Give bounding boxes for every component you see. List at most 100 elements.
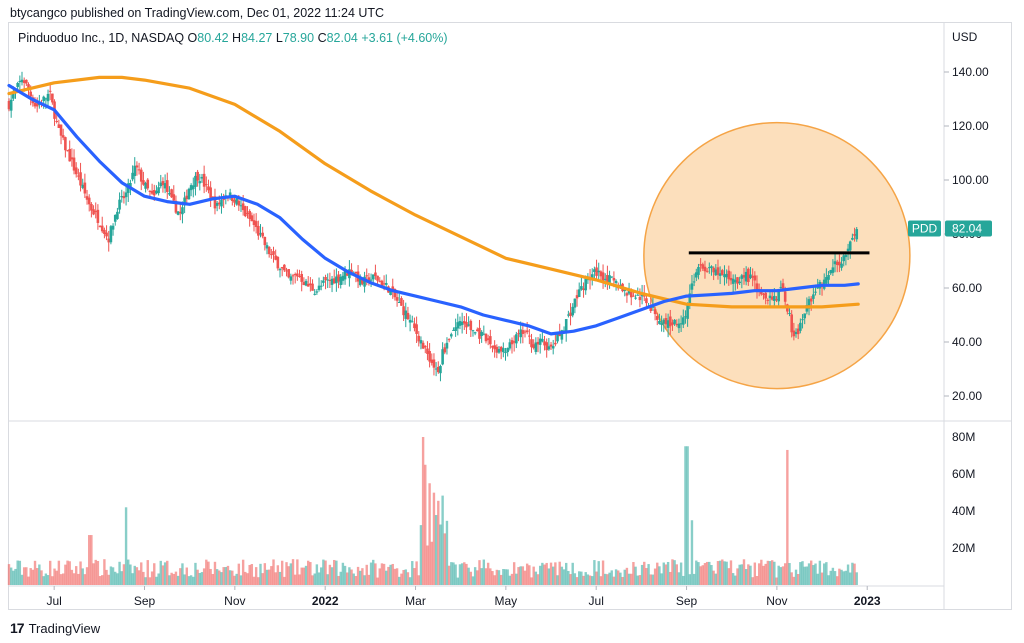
candle-body xyxy=(447,339,451,341)
volume-bar xyxy=(211,573,215,585)
moving-averages xyxy=(7,75,860,336)
volume-bar xyxy=(406,572,410,585)
candle-body xyxy=(391,286,395,290)
volume-bar xyxy=(222,567,225,585)
symbol-badge xyxy=(908,220,941,237)
volume-tick-label: 60M xyxy=(952,467,975,481)
volume-bar xyxy=(192,576,195,585)
volume-tick-label: 20M xyxy=(952,541,975,555)
volume-bar xyxy=(198,572,201,585)
candle-body xyxy=(213,196,217,209)
volume-bar xyxy=(163,562,167,585)
candle-body xyxy=(421,342,425,349)
candle-body xyxy=(853,234,856,236)
volume-bar xyxy=(714,573,718,585)
candle-body xyxy=(749,274,752,279)
candle-body xyxy=(337,274,340,282)
volume-bar xyxy=(760,559,763,585)
candle-body xyxy=(72,157,76,171)
volume-bar xyxy=(341,562,345,585)
candle-body xyxy=(241,203,245,211)
candle-body xyxy=(250,215,254,222)
candle-body xyxy=(259,233,262,235)
highlight-circle-layer xyxy=(643,121,911,390)
volume-bar xyxy=(736,568,739,585)
volume-bar xyxy=(183,574,186,585)
close-label: C xyxy=(317,31,327,45)
volume-bar xyxy=(708,561,711,585)
candle-body xyxy=(812,294,815,299)
candle-body xyxy=(545,342,548,351)
candle-body xyxy=(751,276,754,278)
volume-bar xyxy=(124,507,128,585)
candle-body xyxy=(753,275,757,281)
volume-bar xyxy=(424,464,427,585)
candle-body xyxy=(246,212,249,214)
volume-bar xyxy=(46,575,50,585)
candle-body xyxy=(70,157,74,160)
volume-bar xyxy=(398,576,401,585)
volume-bar xyxy=(376,577,379,585)
volume-bar xyxy=(543,564,546,585)
candle-body xyxy=(844,254,848,258)
candle-body xyxy=(525,330,529,333)
volume-bar xyxy=(142,571,145,585)
volume-tick-label: 80M xyxy=(952,430,975,444)
high-label: H xyxy=(232,31,242,45)
volume-bar xyxy=(606,574,609,585)
volume-bar xyxy=(471,576,475,585)
volume-bar xyxy=(320,567,323,585)
candle-body xyxy=(434,368,438,370)
candle-body xyxy=(419,340,423,344)
candle-body xyxy=(740,275,744,279)
candle-body xyxy=(116,211,119,219)
volume-bar xyxy=(29,568,32,585)
volume-bar xyxy=(549,562,553,585)
volume-bar xyxy=(116,573,119,585)
candle-body xyxy=(369,279,373,281)
volume-bar xyxy=(354,576,358,585)
tradingview-footer[interactable]: 17 TradingView xyxy=(10,620,100,636)
volume-bar xyxy=(150,571,154,585)
candle-body xyxy=(103,229,106,234)
volume-bar xyxy=(753,562,757,585)
tradingview-logo-icon: 17 xyxy=(10,620,25,636)
volume-bar xyxy=(755,576,759,585)
volume-bar xyxy=(235,573,238,585)
volume-bar xyxy=(350,569,353,585)
ma-slow-line xyxy=(7,75,860,309)
candle-body xyxy=(775,299,778,301)
candle-body xyxy=(220,199,223,207)
candle-body xyxy=(64,137,67,151)
candle-body xyxy=(22,80,26,83)
candle-body xyxy=(278,269,282,271)
candle-body xyxy=(521,330,525,334)
candle-body xyxy=(248,211,251,219)
volume-bar xyxy=(749,565,752,585)
candle-body xyxy=(198,181,202,184)
volume-bar xyxy=(415,561,418,585)
candle-body xyxy=(668,316,672,327)
volume-bar xyxy=(651,574,655,585)
volume-bar xyxy=(257,577,260,585)
candle-body xyxy=(515,334,518,344)
volume-bar xyxy=(551,566,555,585)
candle-body xyxy=(309,283,312,286)
candle-body xyxy=(829,269,833,274)
candle-body xyxy=(636,294,640,296)
volume-bar xyxy=(584,572,587,585)
symbol-legend[interactable]: Pinduoduo Inc., 1D, NASDAQ O80.42 H84.27… xyxy=(18,31,448,45)
volume-bar xyxy=(246,573,249,585)
candle-body xyxy=(473,332,477,334)
volume-bar xyxy=(478,560,481,585)
candle-body xyxy=(79,172,82,186)
volume-bar xyxy=(348,567,351,585)
candle-body xyxy=(133,165,137,177)
volume-bar xyxy=(851,562,854,585)
candle-body xyxy=(400,298,403,306)
volume-bar xyxy=(677,572,681,585)
candle-body xyxy=(155,190,158,194)
candle-body xyxy=(287,269,290,278)
candle-body xyxy=(697,266,700,275)
